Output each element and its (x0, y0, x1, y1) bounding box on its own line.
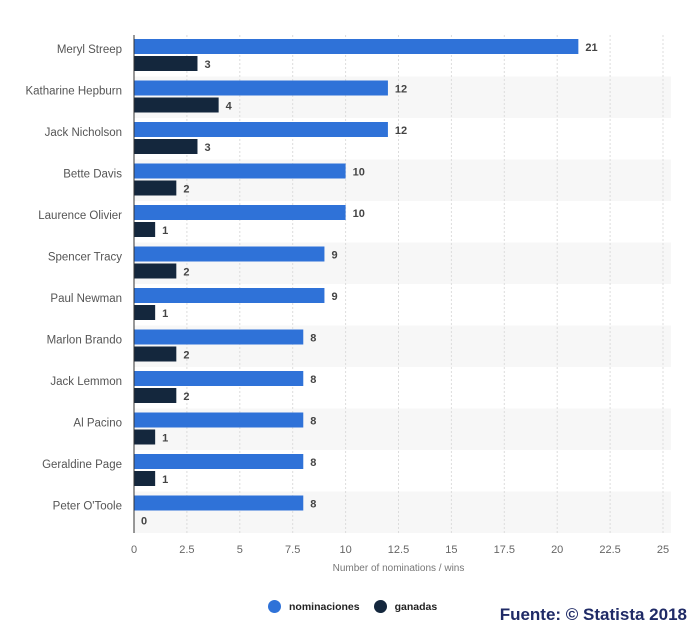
x-tick-label: 2.5 (179, 544, 194, 556)
x-tick-label: 7.5 (285, 544, 300, 556)
data-label-ganadas: 0 (141, 516, 147, 528)
data-label-ganadas: 1 (162, 308, 168, 320)
x-tick-label: 25 (657, 544, 669, 556)
category-label: Geraldine Page (42, 459, 122, 471)
bar-ganadas[interactable] (134, 180, 177, 196)
category-label: Laurence Olivier (38, 210, 122, 222)
bar-nominaciones[interactable] (134, 163, 346, 179)
data-label-nominaciones: 8 (310, 416, 316, 428)
legend-label-nominaciones: nominaciones (289, 600, 360, 613)
bar-nominaciones[interactable] (134, 412, 304, 428)
bar-nominaciones[interactable] (134, 122, 388, 137)
category-label: Spencer Tracy (48, 251, 122, 263)
data-label-ganadas: 3 (204, 59, 210, 71)
bar-ganadas[interactable] (134, 346, 177, 362)
data-label-ganadas: 1 (162, 474, 168, 486)
data-label-nominaciones: 9 (331, 291, 337, 303)
bar-ganadas[interactable] (134, 388, 177, 403)
data-label-nominaciones: 8 (310, 333, 316, 345)
bar-nominaciones[interactable] (134, 288, 325, 303)
x-tick-label: 10 (339, 544, 351, 556)
legend: nominaciones ganadas (268, 600, 451, 613)
bar-nominaciones[interactable] (134, 329, 304, 345)
bar-nominaciones[interactable] (134, 205, 346, 220)
category-label: Paul Newman (50, 293, 122, 305)
bar-ganadas[interactable] (134, 429, 156, 445)
category-label: Katharine Hepburn (25, 85, 122, 97)
category-label: Peter O'Toole (53, 500, 122, 512)
x-tick-label: 17.5 (494, 544, 515, 556)
data-label-nominaciones: 8 (310, 457, 316, 469)
data-label-nominaciones: 10 (353, 208, 365, 220)
category-label: Meryl Streep (57, 44, 122, 56)
legend-label-ganadas: ganadas (394, 600, 438, 613)
bar-ganadas[interactable] (134, 139, 198, 154)
x-tick-label: 20 (551, 544, 563, 556)
data-label-ganadas: 3 (204, 142, 210, 154)
bar-nominaciones[interactable] (134, 371, 304, 386)
bar-ganadas[interactable] (134, 56, 198, 71)
data-label-ganadas: 2 (183, 184, 189, 196)
data-label-nominaciones: 21 (585, 42, 597, 54)
bar-ganadas[interactable] (134, 471, 156, 486)
category-label: Bette Davis (63, 168, 122, 180)
bar-nominaciones[interactable] (134, 80, 388, 96)
data-label-nominaciones: 9 (331, 250, 337, 262)
x-tick-label: 22.5 (599, 544, 620, 556)
bar-ganadas[interactable] (134, 305, 156, 320)
bar-nominaciones[interactable] (134, 246, 325, 262)
data-label-nominaciones: 12 (395, 84, 407, 96)
legend-dot-nominaciones (268, 600, 281, 613)
data-label-ganadas: 1 (162, 225, 168, 237)
x-axis-title: Number of nominations / wins (333, 563, 465, 574)
data-label-nominaciones: 8 (310, 374, 316, 386)
bar-nominaciones[interactable] (134, 495, 304, 511)
x-tick-labels: 0 2.5 5 7.5 10 12.5 15 17.5 20 22.5 25 (131, 544, 669, 556)
x-tick-label: 15 (445, 544, 457, 556)
category-labels: Meryl Streep Katharine Hepburn Jack Nichol… (25, 44, 122, 513)
category-label: Jack Lemmon (50, 376, 122, 388)
bar-ganadas[interactable] (134, 263, 177, 279)
data-label-ganadas: 2 (183, 350, 189, 362)
bar-ganadas[interactable] (134, 222, 156, 237)
data-label-ganadas: 4 (226, 101, 233, 113)
gridlines (186, 35, 664, 533)
x-tick-label: 5 (237, 544, 243, 556)
legend-item-nominaciones[interactable]: nominaciones (268, 600, 360, 613)
category-label: Al Pacino (73, 417, 122, 429)
legend-dot-ganadas (373, 600, 387, 613)
source-credit: Fuente: © Statista 2018 (499, 605, 687, 624)
x-tick-label: 12.5 (388, 544, 409, 556)
bar-nominaciones[interactable] (134, 454, 304, 469)
legend-item-ganadas[interactable]: ganadas (373, 600, 438, 613)
bar-ganadas[interactable] (134, 97, 219, 113)
row-bands (134, 76, 671, 533)
x-tick-label: 0 (131, 544, 137, 556)
data-label-ganadas: 1 (162, 433, 168, 445)
data-label-nominaciones: 10 (353, 167, 365, 179)
category-label: Jack Nicholson (45, 127, 122, 139)
data-label-nominaciones: 8 (310, 499, 316, 511)
bar-nominaciones[interactable] (134, 39, 579, 54)
data-label-nominaciones: 12 (395, 125, 407, 137)
data-label-ganadas: 2 (183, 391, 189, 403)
bar-chart: 21 3 12 4 12 3 10 2 10 1 9 2 9 1 8 2 8 2 8 1 8 1 8 0 Meryl Stre… (25, 35, 671, 574)
category-label: Marlon Brando (47, 334, 122, 346)
data-label-ganadas: 2 (183, 267, 189, 279)
bars: 21 3 12 4 12 3 10 2 10 1 9 2 9 1 8 2 8 2 8 1 8 1 8 0 (134, 39, 598, 528)
